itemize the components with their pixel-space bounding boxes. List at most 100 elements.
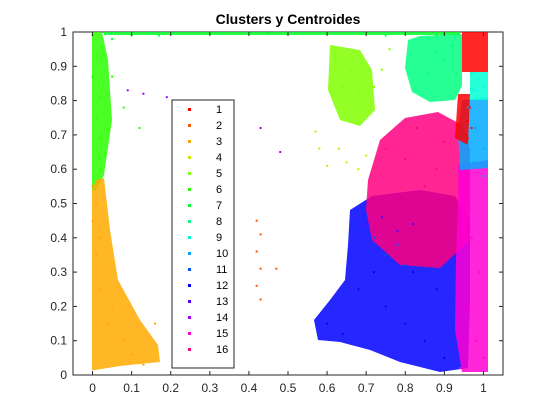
cluster-clouds bbox=[92, 32, 488, 372]
cluster-9-point bbox=[476, 79, 479, 81]
cluster-6-point bbox=[138, 127, 141, 129]
cluster-16-point bbox=[396, 219, 399, 222]
cluster-16-point bbox=[416, 127, 418, 129]
cluster-4-point bbox=[337, 147, 340, 150]
legend-marker-10 bbox=[188, 252, 191, 255]
cluster-5-cloud bbox=[328, 45, 375, 126]
cluster-3-point bbox=[95, 253, 98, 256]
cluster-12-point bbox=[373, 271, 375, 274]
cluster-10-point bbox=[472, 161, 475, 164]
cluster-5-point bbox=[333, 55, 336, 57]
cluster-6-point bbox=[95, 116, 98, 119]
cluster-3-point bbox=[130, 353, 133, 356]
cluster-3-point bbox=[99, 288, 102, 291]
cluster-10-point bbox=[482, 175, 485, 178]
cluster-15-point bbox=[462, 202, 465, 205]
data-points bbox=[91, 32, 485, 370]
y-tick-label: 0.6 bbox=[50, 162, 67, 176]
cluster-9-point bbox=[470, 72, 473, 75]
cluster-6-point bbox=[95, 55, 98, 57]
cluster-12-point bbox=[357, 288, 360, 291]
legend-marker-1 bbox=[188, 108, 191, 111]
y-tick-label: 0.2 bbox=[50, 299, 67, 313]
cluster-10-point bbox=[474, 127, 477, 129]
cluster-12-point bbox=[443, 356, 446, 359]
cluster-11-point bbox=[396, 243, 399, 246]
cluster-6-point bbox=[111, 75, 114, 78]
cluster-12-point bbox=[341, 332, 344, 335]
cluster-15-point bbox=[466, 305, 469, 308]
cluster-4-point bbox=[345, 161, 348, 164]
cluster-8-point bbox=[455, 72, 458, 75]
legend-marker-5 bbox=[188, 172, 191, 175]
x-tick-label: 0.5 bbox=[280, 381, 297, 395]
x-tick-label: 0.2 bbox=[162, 381, 179, 395]
cluster-1-point bbox=[464, 133, 467, 136]
cluster-13-point bbox=[396, 229, 399, 232]
cluster-15-point bbox=[474, 339, 477, 342]
cluster-1-cloud bbox=[455, 94, 470, 145]
cluster-2-point bbox=[259, 298, 262, 301]
cluster-14-point bbox=[259, 127, 262, 129]
cluster-13-point bbox=[380, 216, 383, 219]
legend-marker-13 bbox=[188, 300, 191, 303]
cluster-15-point bbox=[478, 271, 481, 274]
x-tick-label: 0.6 bbox=[319, 381, 336, 395]
y-tick-label: 0.5 bbox=[50, 197, 67, 211]
legend-label-11: 11 bbox=[216, 264, 227, 276]
cluster-7-point bbox=[111, 37, 114, 40]
cluster-3-point bbox=[91, 185, 94, 188]
cluster-8-point bbox=[443, 58, 446, 61]
legend-marker-11 bbox=[188, 268, 191, 271]
cluster-3-point bbox=[95, 202, 98, 205]
legend-marker-4 bbox=[188, 156, 191, 159]
cluster-7-point bbox=[435, 34, 438, 37]
cluster-8-cloud bbox=[405, 34, 462, 102]
cluster-4-point bbox=[357, 168, 360, 171]
cluster-16-point bbox=[443, 140, 446, 143]
cluster-5-point bbox=[388, 48, 391, 51]
cluster-2-point bbox=[255, 219, 258, 222]
cluster-3-point bbox=[99, 236, 102, 239]
cluster-12-point bbox=[384, 305, 387, 308]
cluster-12-point bbox=[423, 339, 426, 342]
cluster-6-point bbox=[103, 154, 106, 157]
legend-marker-15 bbox=[188, 332, 191, 335]
cluster-8-point bbox=[451, 44, 454, 47]
cluster-7-cloud bbox=[104, 32, 460, 35]
y-tick-label: 0.8 bbox=[50, 94, 67, 108]
cluster-8-point bbox=[435, 51, 438, 54]
legend-label-15: 15 bbox=[216, 328, 228, 340]
x-tick-label: 0.9 bbox=[436, 381, 453, 395]
cluster-11-point bbox=[404, 264, 407, 267]
cluster-5-point bbox=[349, 68, 352, 71]
cluster-10-point bbox=[482, 147, 485, 150]
cluster-1-cloud bbox=[462, 32, 488, 72]
cluster-3-point bbox=[107, 322, 110, 325]
cluster-15-point bbox=[459, 367, 461, 370]
cluster-9-point bbox=[482, 85, 485, 88]
x-tick-label: 0.3 bbox=[201, 381, 218, 395]
cluster-5-point bbox=[380, 68, 383, 71]
cluster-8-point bbox=[427, 37, 430, 40]
cluster-15-cloud bbox=[455, 160, 488, 372]
legend-marker-14 bbox=[188, 316, 191, 319]
legend-marker-3 bbox=[188, 140, 191, 143]
legend-label-3: 3 bbox=[216, 136, 222, 148]
legend-label-6: 6 bbox=[216, 184, 222, 196]
legend-marker-8 bbox=[188, 220, 191, 223]
cluster-5-point bbox=[373, 85, 375, 88]
y-tick-label: 0.3 bbox=[50, 265, 67, 279]
cluster-5-point bbox=[357, 92, 360, 95]
cluster-4-point bbox=[365, 154, 368, 157]
legend-marker-7 bbox=[188, 204, 191, 207]
y-tick-label: 0 bbox=[60, 368, 67, 382]
legend-label-2: 2 bbox=[216, 120, 222, 132]
cluster-14-point bbox=[165, 96, 168, 99]
y-tick-label: 0.7 bbox=[50, 128, 67, 142]
x-tick-label: 0.8 bbox=[397, 381, 414, 395]
legend-marker-12 bbox=[188, 284, 191, 287]
legend-label-16: 16 bbox=[216, 344, 228, 356]
